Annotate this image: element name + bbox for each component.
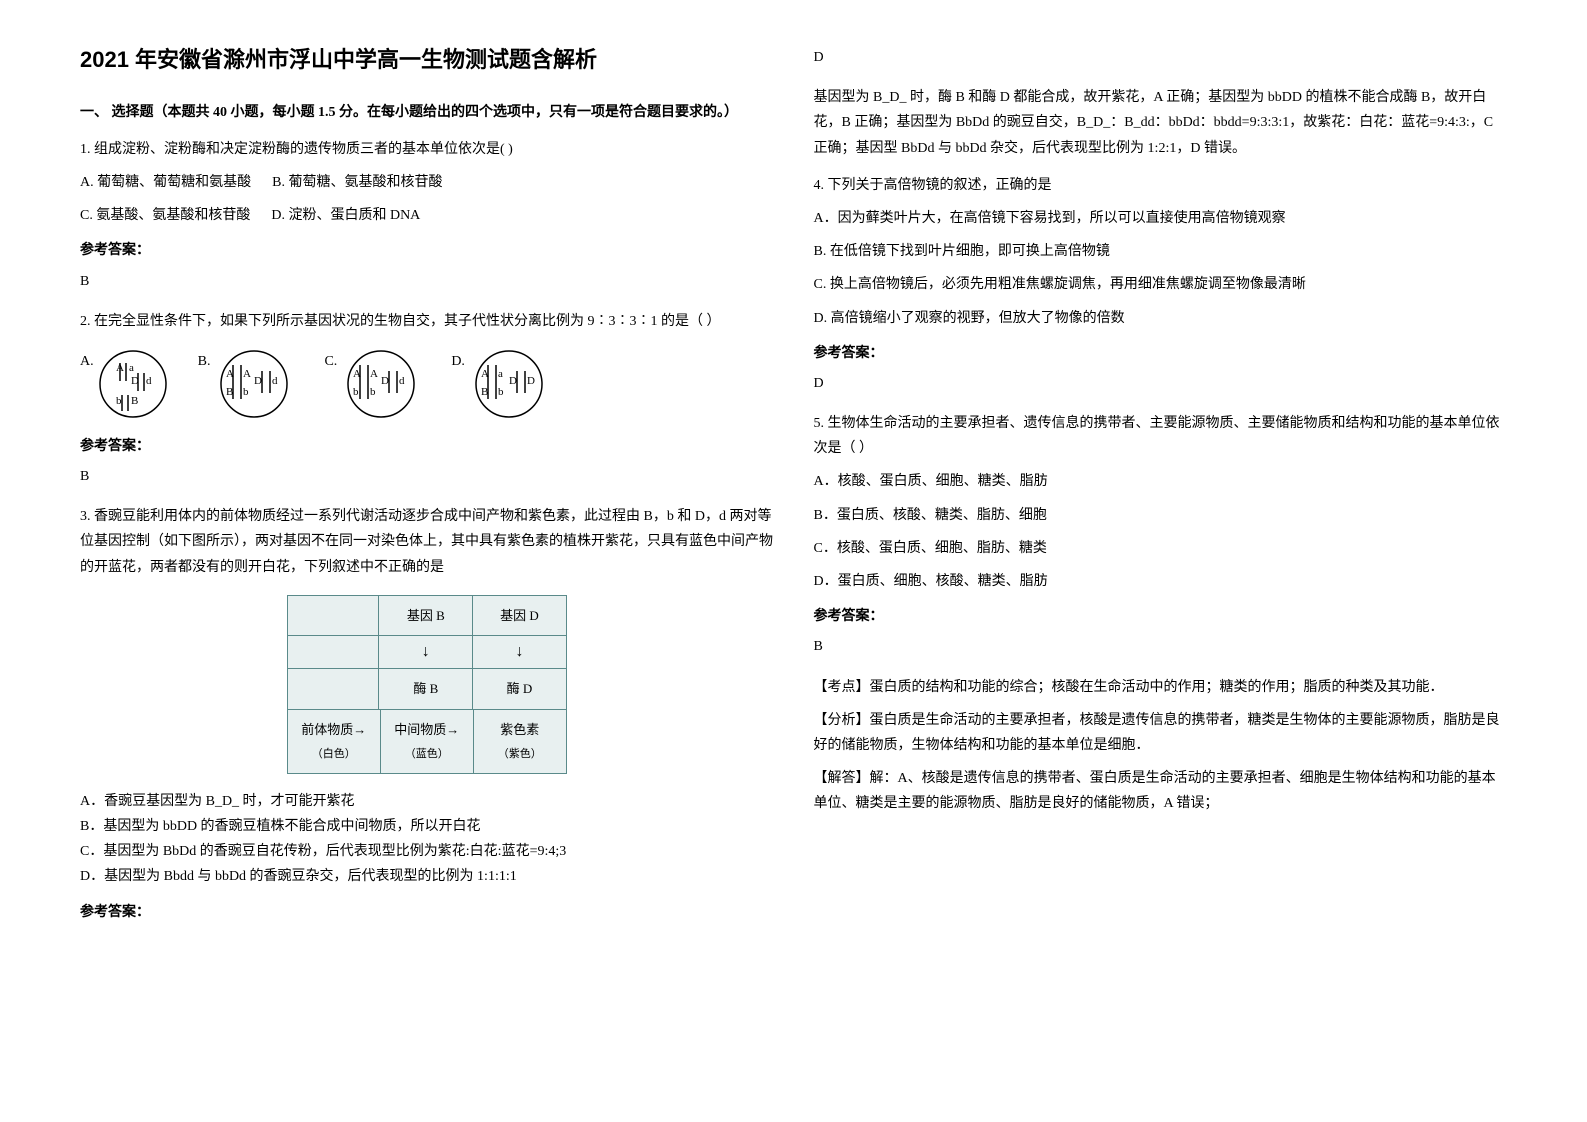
svg-text:a: a bbox=[129, 362, 134, 374]
q3-optD: D．基因型为 Bbdd 与 bbDd 的香豌豆杂交，后代表现型的比例为 1:1:… bbox=[80, 864, 774, 889]
q3-optC: C．基因型为 BbDd 的香豌豆自花传粉，后代表现型比例为紫花:白花:蓝花=9:… bbox=[80, 839, 774, 864]
flow-gene-d: 基因 D bbox=[473, 596, 566, 635]
question-3: 3. 香豌豆能利用体内的前体物质经过一系列代谢活动逐步合成中间产物和紫色素，此过… bbox=[80, 504, 774, 924]
flow-enzyme-d: 酶 D bbox=[473, 669, 566, 708]
flow-precursor: 前体物质→ （白色） bbox=[288, 710, 381, 773]
q2-diagram-C: C. A b A b D d bbox=[324, 349, 421, 419]
flow-precursor-label: 前体物质 bbox=[301, 722, 353, 737]
q4-optC: C. 换上高倍物镜后，必须先用粗准焦螺旋调焦，再用细准焦螺旋调至物像最清晰 bbox=[814, 272, 1508, 297]
q3-answer: D bbox=[814, 45, 1508, 70]
q1-optA: A. 葡萄糖、葡萄糖和氨基酸 bbox=[80, 175, 251, 190]
q3-answer-label: 参考答案： bbox=[80, 900, 774, 925]
page-title: 2021 年安徽省滁州市浮山中学高一生物测试题含解析 bbox=[80, 40, 774, 80]
q2-labA: A. bbox=[80, 349, 94, 374]
q2-diagram-D: D. A B a b D D bbox=[451, 349, 549, 419]
q2-diagram-B: B. A B A b D d bbox=[198, 349, 295, 419]
svg-text:B: B bbox=[226, 386, 233, 398]
q2-diagram-A: A. A a D d b B bbox=[80, 349, 168, 419]
q1-answer-label: 参考答案： bbox=[80, 238, 774, 263]
flow-gene-b: 基因 B bbox=[379, 596, 473, 635]
q3-optB: B．基因型为 bbDD 的香豌豆植株不能合成中间物质，所以开白花 bbox=[80, 814, 774, 839]
flow-enzyme-b: 酶 B bbox=[379, 669, 473, 708]
q2-labD: D. bbox=[451, 349, 465, 374]
q5-optC: C．核酸、蛋白质、细胞、脂肪、糖类 bbox=[814, 536, 1508, 561]
q2-labC: C. bbox=[324, 349, 337, 374]
q4-optB: B. 在低倍镜下找到叶片细胞，即可换上高倍物镜 bbox=[814, 239, 1508, 264]
q1-options-2: C. 氨基酸、氨基酸和核苷酸 D. 淀粉、蛋白质和 DNA bbox=[80, 203, 774, 228]
q3-optA: A．香豌豆基因型为 B_D_ 时，才可能开紫花 bbox=[80, 789, 774, 814]
flow-intermediate-color: （蓝色） bbox=[405, 748, 449, 760]
flow-purple-color: （紫色） bbox=[498, 748, 542, 760]
chromosome-diagram-B: A B A b D d bbox=[214, 349, 294, 419]
svg-text:a: a bbox=[498, 368, 503, 380]
chromosome-diagram-D: A B a b D D bbox=[469, 349, 549, 419]
q2-answer-label: 参考答案： bbox=[80, 434, 774, 459]
svg-text:A: A bbox=[243, 368, 251, 380]
q4-answer: D bbox=[814, 371, 1508, 396]
svg-text:D: D bbox=[527, 375, 535, 387]
q1-optD: D. 淀粉、蛋白质和 DNA bbox=[271, 208, 420, 223]
svg-text:b: b bbox=[370, 386, 376, 398]
q4-answer-label: 参考答案： bbox=[814, 341, 1508, 366]
flow-precursor-color: （白色） bbox=[312, 748, 356, 760]
q5-answer: B bbox=[814, 634, 1508, 659]
q1-optB: B. 葡萄糖、氨基酸和核苷酸 bbox=[272, 175, 442, 190]
svg-text:d: d bbox=[399, 375, 405, 387]
question-4: 4. 下列关于高倍物镜的叙述，正确的是 A．因为藓类叶片大，在高倍镜下容易找到，… bbox=[814, 173, 1508, 396]
question-1: 1. 组成淀粉、淀粉酶和决定淀粉酶的遗传物质三者的基本单位依次是( ) A. 葡… bbox=[80, 137, 774, 294]
q3-text: 3. 香豌豆能利用体内的前体物质经过一系列代谢活动逐步合成中间产物和紫色素，此过… bbox=[80, 504, 774, 580]
q3-explain: 基因型为 B_D_ 时，酶 B 和酶 D 都能合成，故开紫花，A 正确；基因型为… bbox=[814, 85, 1508, 161]
svg-text:B: B bbox=[481, 386, 488, 398]
question-5: 5. 生物体生命活动的主要承担者、遗传信息的携带者、主要能源物质、主要储能物质和… bbox=[814, 411, 1508, 816]
q4-text: 4. 下列关于高倍物镜的叙述，正确的是 bbox=[814, 173, 1508, 198]
svg-text:D: D bbox=[509, 375, 517, 387]
svg-text:D: D bbox=[381, 375, 389, 387]
svg-text:D: D bbox=[254, 375, 262, 387]
flow-purple-label: 紫色素 bbox=[500, 722, 539, 737]
svg-text:d: d bbox=[272, 375, 278, 387]
q1-answer: B bbox=[80, 269, 774, 294]
q2-text: 2. 在完全显性条件下，如果下列所示基因状况的生物自交，其子代性状分离比例为 9… bbox=[80, 309, 774, 334]
q3-flowchart: 基因 B 基因 D ↓ ↓ 酶 B 酶 D 前体物质→ （白色） 中间物质→ bbox=[287, 595, 567, 774]
q5-jieda: 【解答】解：A、核酸是遗传信息的携带者、蛋白质是生命活动的主要承担者、细胞是生物… bbox=[814, 766, 1508, 816]
arrow-down-icon: ↓ bbox=[473, 636, 566, 668]
svg-text:b: b bbox=[243, 386, 249, 398]
q5-optB: B．蛋白质、核酸、糖类、脂肪、细胞 bbox=[814, 503, 1508, 528]
left-column: 2021 年安徽省滁州市浮山中学高一生物测试题含解析 一、 选择题（本题共 40… bbox=[60, 40, 794, 1082]
q5-answer-label: 参考答案： bbox=[814, 604, 1508, 629]
svg-text:A: A bbox=[370, 368, 378, 380]
q2-diagrams: A. A a D d b B bbox=[80, 349, 774, 419]
svg-text:d: d bbox=[146, 375, 152, 387]
q5-text: 5. 生物体生命活动的主要承担者、遗传信息的携带者、主要能源物质、主要储能物质和… bbox=[814, 411, 1508, 461]
q5-fenxi: 【分析】蛋白质是生命活动的主要承担者，核酸是遗传信息的携带者，糖类是生物体的主要… bbox=[814, 708, 1508, 758]
q5-optA: A．核酸、蛋白质、细胞、糖类、脂肪 bbox=[814, 469, 1508, 494]
q1-optC: C. 氨基酸、氨基酸和核苷酸 bbox=[80, 208, 250, 223]
section-header: 一、 选择题（本题共 40 小题，每小题 1.5 分。在每小题给出的四个选项中，… bbox=[80, 100, 774, 125]
q1-options: A. 葡萄糖、葡萄糖和氨基酸 B. 葡萄糖、氨基酸和核苷酸 bbox=[80, 170, 774, 195]
q2-labB: B. bbox=[198, 349, 211, 374]
svg-text:b: b bbox=[353, 386, 359, 398]
arrow-down-icon: ↓ bbox=[379, 636, 473, 668]
flow-purple: 紫色素 （紫色） bbox=[474, 710, 566, 773]
q4-optD: D. 高倍镜缩小了观察的视野，但放大了物像的倍数 bbox=[814, 306, 1508, 331]
question-2: 2. 在完全显性条件下，如果下列所示基因状况的生物自交，其子代性状分离比例为 9… bbox=[80, 309, 774, 490]
svg-text:b: b bbox=[498, 386, 504, 398]
q1-text: 1. 组成淀粉、淀粉酶和决定淀粉酶的遗传物质三者的基本单位依次是( ) bbox=[80, 137, 774, 162]
q2-answer: B bbox=[80, 464, 774, 489]
flow-intermediate-label: 中间物质 bbox=[394, 722, 446, 737]
flow-intermediate: 中间物质→ （蓝色） bbox=[381, 710, 474, 773]
right-column: D 基因型为 B_D_ 时，酶 B 和酶 D 都能合成，故开紫花，A 正确；基因… bbox=[794, 40, 1528, 1082]
svg-text:b: b bbox=[116, 395, 122, 407]
q5-kaodian: 【考点】蛋白质的结构和功能的综合；核酸在生命活动中的作用；糖类的作用；脂质的种类… bbox=[814, 675, 1508, 700]
chromosome-diagram-A: A a D d b B bbox=[98, 349, 168, 419]
q4-optA: A．因为藓类叶片大，在高倍镜下容易找到，所以可以直接使用高倍物镜观察 bbox=[814, 206, 1508, 231]
chromosome-diagram-C: A b A b D d bbox=[341, 349, 421, 419]
svg-text:B: B bbox=[131, 395, 138, 407]
q5-optD: D．蛋白质、细胞、核酸、糖类、脂肪 bbox=[814, 569, 1508, 594]
